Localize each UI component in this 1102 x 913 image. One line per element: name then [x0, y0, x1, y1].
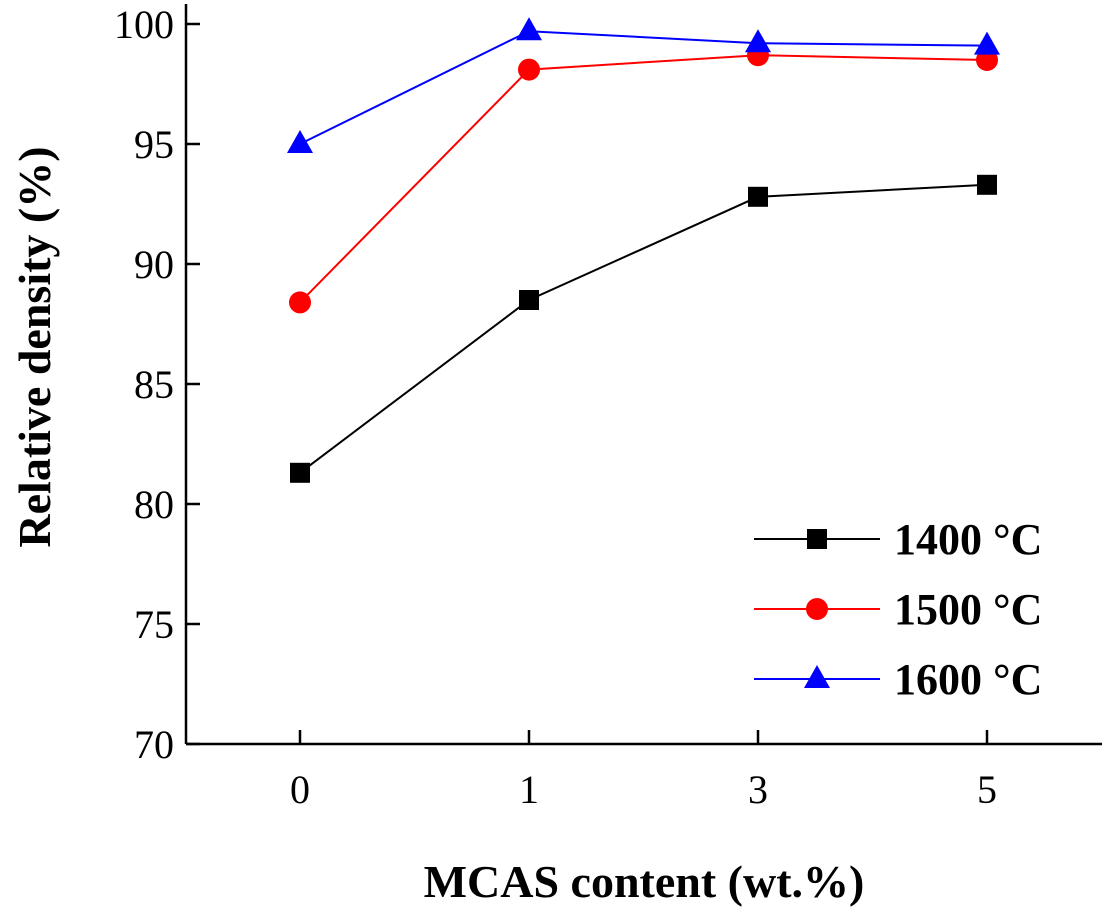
- x-tick-label: 5: [977, 767, 997, 812]
- data-point: [977, 174, 997, 195]
- legend-marker: [806, 598, 828, 620]
- y-tick-label: 100: [114, 2, 174, 47]
- data-point: [519, 290, 539, 310]
- series-square: [290, 174, 997, 483]
- legend-label: 1600 °C: [894, 655, 1042, 704]
- y-tick-label: 75: [134, 602, 174, 647]
- series-line: [299, 183, 988, 474]
- legend-marker: [807, 529, 827, 549]
- y-axis-label: Relative density (%): [9, 146, 60, 547]
- legend-marker: [804, 665, 830, 688]
- data-point: [289, 291, 311, 314]
- x-tick-label: 0: [290, 767, 310, 812]
- data-point: [974, 31, 1000, 55]
- y-ticks: 70 75 80 85 90 95 100: [114, 2, 200, 767]
- series-circle: [289, 44, 998, 314]
- legend-item: 1600 °C: [754, 655, 1042, 704]
- x-tick-label: 1: [519, 767, 539, 812]
- x-axis-label: MCAS content (wt.%): [424, 856, 865, 907]
- axes: [184, 4, 1102, 746]
- y-tick-label: 90: [134, 242, 174, 287]
- legend-label: 1400 °C: [894, 515, 1042, 564]
- x-tick-label: 3: [748, 767, 768, 812]
- data-point: [748, 186, 768, 207]
- series-line: [299, 54, 988, 304]
- y-tick-label: 85: [134, 362, 174, 407]
- legend-item: 1500 °C: [754, 585, 1042, 634]
- series-triangle: [287, 17, 1000, 153]
- series-line: [299, 30, 988, 145]
- x-ticks: 0 1 3 5: [290, 730, 997, 812]
- legend: 1400 °C 1500 °C 1600 °C: [754, 515, 1042, 704]
- legend-item: 1400 °C: [754, 515, 1042, 564]
- series-layer: [287, 17, 1000, 483]
- y-tick-label: 80: [134, 482, 174, 527]
- data-point: [290, 462, 310, 483]
- data-point: [518, 58, 540, 81]
- legend-label: 1500 °C: [894, 585, 1042, 634]
- data-point: [287, 130, 313, 153]
- data-point: [516, 17, 542, 41]
- y-tick-label: 95: [134, 122, 174, 167]
- y-tick-label: 70: [134, 722, 174, 767]
- data-point: [745, 29, 771, 53]
